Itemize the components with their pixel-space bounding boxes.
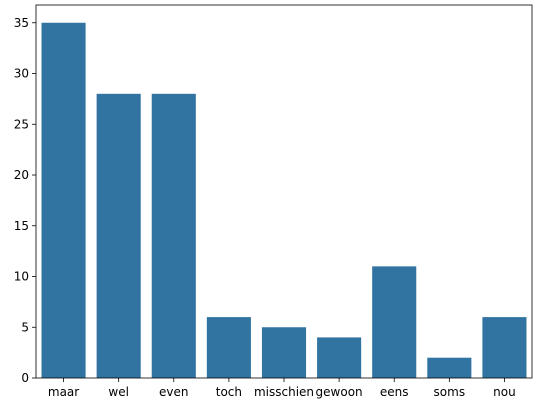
bar-even bbox=[151, 93, 196, 378]
y-tick-label: 25 bbox=[14, 117, 29, 131]
x-tick-label: nou bbox=[493, 385, 516, 399]
x-tick-label: toch bbox=[216, 385, 242, 399]
x-axis: maar wel even toch misschien gewoon eens soms no… bbox=[48, 378, 516, 399]
y-tick-label: 5 bbox=[21, 320, 29, 334]
bar-wel bbox=[96, 93, 141, 378]
y-tick-label: 35 bbox=[14, 16, 29, 30]
bar-gewoon bbox=[317, 337, 362, 378]
x-tick-label: gewoon bbox=[316, 385, 363, 399]
bar-toch bbox=[206, 317, 251, 378]
y-tick-label: 10 bbox=[14, 270, 29, 284]
y-axis: 0 5 10 15 20 25 30 35 bbox=[14, 16, 36, 385]
x-tick-label: eens bbox=[380, 385, 409, 399]
bar-misschien bbox=[261, 327, 307, 378]
bar-maar bbox=[41, 22, 86, 378]
x-tick-label: wel bbox=[108, 385, 129, 399]
x-tick-label: even bbox=[159, 385, 188, 399]
y-tick-label: 20 bbox=[14, 168, 29, 182]
y-tick-label: 30 bbox=[14, 67, 29, 81]
bar-eens bbox=[372, 266, 417, 378]
y-tick-label: 15 bbox=[14, 219, 29, 233]
bars bbox=[41, 22, 527, 378]
x-tick-label: maar bbox=[48, 385, 79, 399]
plot-frame bbox=[35, 4, 533, 379]
bar-soms bbox=[427, 357, 472, 378]
bar-nou bbox=[482, 317, 527, 378]
x-tick-label: misschien bbox=[254, 385, 314, 399]
x-tick-label: soms bbox=[434, 385, 466, 399]
y-tick-label: 0 bbox=[21, 371, 29, 385]
